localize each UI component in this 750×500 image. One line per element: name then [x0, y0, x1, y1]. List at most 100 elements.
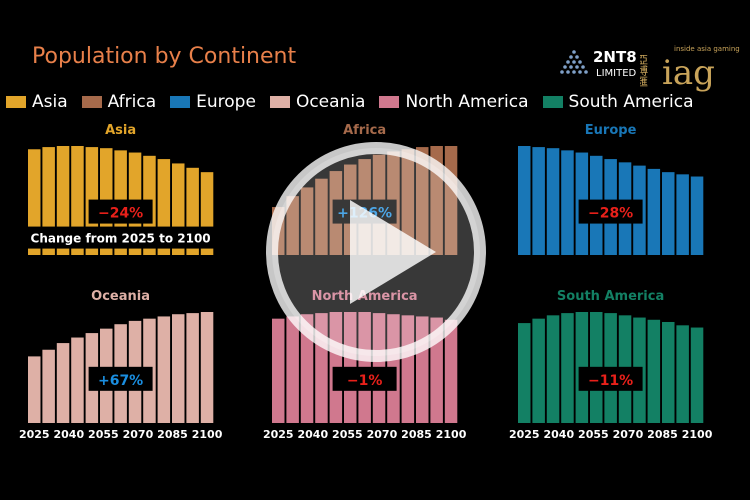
change-badge [578, 199, 643, 224]
change-label: +67% [98, 373, 143, 389]
logo-cjk: 亞博匯 [640, 54, 649, 87]
bar [300, 314, 314, 423]
panel-title: Africa [343, 123, 386, 138]
bar [200, 312, 214, 423]
legend-item-africa: Africa [81, 92, 157, 112]
caption-box [24, 226, 217, 249]
panel-title: Asia [105, 123, 136, 138]
change-label: −11% [588, 373, 633, 389]
change-badge [88, 366, 153, 391]
logo-tagline: inside asia gaming [674, 45, 740, 53]
legend-item-europe: Europe [170, 92, 256, 112]
legend-item-north-america: North America [379, 92, 529, 112]
x-tick-label: 2100 [192, 428, 223, 441]
x-tick-label: 2055 [578, 428, 609, 441]
play-icon[interactable] [266, 142, 486, 362]
chart-title: Population by Continent [32, 44, 297, 69]
bar [546, 148, 560, 255]
x-tick-label: 2100 [682, 428, 713, 441]
legend-label: Oceania [295, 92, 366, 112]
x-tick-label: 2100 [436, 428, 467, 441]
x-tick-label: 2040 [543, 428, 574, 441]
bar [71, 337, 84, 423]
bar [647, 319, 661, 423]
logo-brand-text: iag [662, 53, 715, 92]
legend-label: South America [568, 92, 694, 112]
change-badge [578, 366, 643, 391]
x-tick-label: 2055 [332, 428, 363, 441]
x-tick-label: 2025 [19, 428, 50, 441]
bar [662, 321, 675, 423]
legend-item-oceania: Oceania [269, 92, 366, 112]
bar [690, 327, 704, 423]
caption-label: Change from 2025 to 2100 [31, 232, 211, 246]
legend-swatch [6, 96, 26, 108]
bar [42, 349, 55, 423]
logo-name: 2NT8 [593, 48, 637, 66]
panel-title: South America [557, 289, 664, 304]
legend-label: North America [405, 92, 529, 112]
bar [401, 315, 415, 423]
panel-title: North America [312, 289, 418, 304]
x-tick-label: 2085 [157, 428, 188, 441]
legend: Asia Africa Europe Oceania North America… [6, 92, 693, 112]
change-label: −28% [588, 206, 633, 222]
logo-sub: LIMITED [596, 68, 637, 79]
bar [272, 318, 285, 423]
change-badge [332, 366, 397, 391]
bar [157, 316, 171, 423]
bar [56, 343, 70, 423]
change-label: −1% [347, 373, 383, 389]
x-tick-label: 2070 [367, 428, 398, 441]
x-tick-label: 2070 [123, 428, 154, 441]
bar [532, 318, 545, 423]
bar [676, 174, 689, 255]
bar [444, 319, 458, 423]
bar [186, 313, 199, 423]
bar [647, 168, 661, 255]
bar [561, 150, 574, 255]
logo-2nt8: 2NT8 LIMITED [560, 48, 637, 79]
triangle-dots-icon [560, 50, 588, 74]
x-tick-label: 2025 [509, 428, 540, 441]
bar [315, 178, 328, 255]
bar [28, 356, 41, 423]
panel-title: Europe [585, 123, 637, 138]
legend-item-south-america: South America [542, 92, 694, 112]
bar [286, 316, 299, 423]
logo-iag: 亞博匯 inside asia gaming iag [640, 45, 740, 92]
x-tick-label: 2085 [647, 428, 678, 441]
legend-item-asia: Asia [6, 92, 68, 112]
legend-swatch [542, 96, 563, 108]
legend-label: Europe [196, 92, 256, 112]
bar [561, 313, 574, 423]
x-tick-label: 2055 [88, 428, 119, 441]
legend-label: Asia [32, 92, 68, 112]
legend-swatch [269, 96, 290, 108]
bar [286, 196, 299, 255]
bar [300, 187, 314, 255]
x-tick-label: 2040 [53, 428, 84, 441]
bar [690, 176, 704, 255]
bar [172, 314, 185, 423]
bar [532, 147, 545, 255]
bar [401, 149, 415, 255]
bar [662, 172, 675, 255]
x-tick-label: 2040 [297, 428, 328, 441]
legend-swatch [81, 96, 102, 108]
bar [546, 315, 560, 423]
panel-title: Oceania [91, 289, 150, 304]
x-tick-label: 2025 [263, 428, 294, 441]
x-tick-label: 2085 [401, 428, 432, 441]
bar [416, 147, 429, 255]
bar [676, 325, 689, 423]
bar [518, 323, 531, 423]
legend-label: Africa [107, 92, 157, 112]
change-label: −24% [98, 206, 143, 222]
legend-swatch [379, 96, 400, 108]
x-tick-label: 2070 [613, 428, 644, 441]
legend-swatch [170, 96, 191, 108]
bar [518, 146, 531, 255]
